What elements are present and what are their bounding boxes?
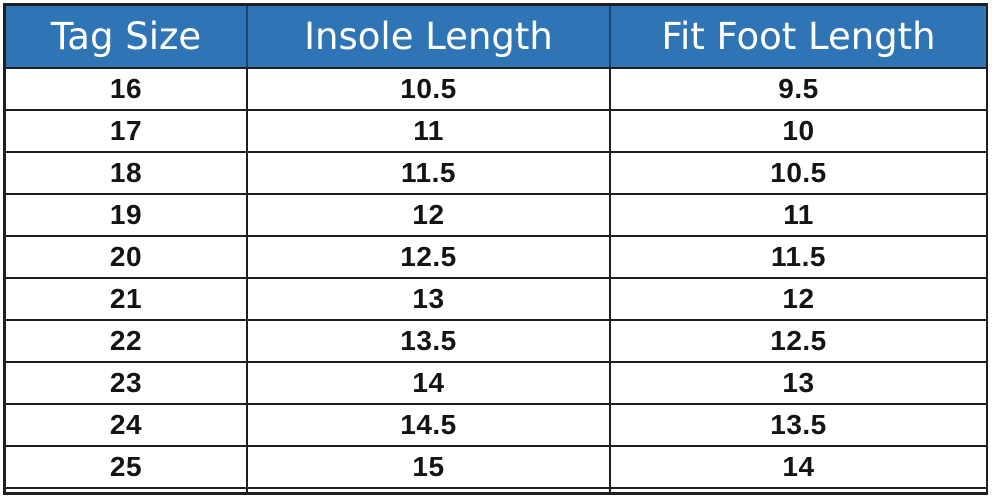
table-row: 20 12.5 11.5 <box>6 237 986 279</box>
table-row: 17 11 10 <box>6 111 986 153</box>
cell-insole-length: 14 <box>248 363 611 403</box>
next-section-cutoff <box>6 489 986 495</box>
table-row: 18 11.5 10.5 <box>6 153 986 195</box>
cell-insole-length: 13 <box>248 279 611 319</box>
cell-tag-size: 17 <box>6 111 248 151</box>
table-row: 23 14 13 <box>6 363 986 405</box>
cell-insole-length: 12 <box>248 195 611 235</box>
cell-tag-size: 23 <box>6 363 248 403</box>
cell-insole-length: 12.5 <box>248 237 611 277</box>
cell-fit-foot-length: 10 <box>782 115 815 146</box>
cell-tag-size: 25 <box>6 447 248 487</box>
cell-insole-length: 15 <box>248 447 611 487</box>
cell-fit-foot-length: 14 <box>782 451 815 482</box>
cell-fit-foot-length: 13 <box>782 367 815 398</box>
column-header-fit-foot-length: Fit Foot Length <box>661 15 936 58</box>
cell-fit-foot-length: 11.5 <box>771 241 826 272</box>
cell-insole-length: 10.5 <box>248 69 611 109</box>
cell-tag-size: 16 <box>6 69 248 109</box>
cell-fit-foot-length: 10.5 <box>770 157 827 188</box>
column-header-insole-length: Insole Length <box>248 6 611 67</box>
cell-tag-size: 22 <box>6 321 248 361</box>
cell-tag-size: 18 <box>6 153 248 193</box>
cell-insole-length: 13.5 <box>248 321 611 361</box>
table-row: 19 12 11 <box>6 195 986 237</box>
cell-insole-length: 11.5 <box>248 153 611 193</box>
table-header-row: Tag Size Insole Length Fit Foot Length <box>6 6 986 69</box>
cell-tag-size: 21 <box>6 279 248 319</box>
cell-tag-size: 20 <box>6 237 248 277</box>
cell-fit-foot-length: 9.5 <box>778 73 819 104</box>
cell-fit-foot-length: 12 <box>782 283 815 314</box>
cell-fit-foot-length: 11 <box>783 199 814 230</box>
cell-tag-size: 19 <box>6 195 248 235</box>
column-header-tag-size: Tag Size <box>6 6 248 67</box>
cell-insole-length: 11 <box>248 111 611 151</box>
table-row: 24 14.5 13.5 <box>6 405 986 447</box>
table-row: 16 10.5 9.5 <box>6 69 986 111</box>
table-row: 25 15 14 <box>6 447 986 489</box>
table-body: 16 10.5 9.5 17 11 10 18 11.5 10.5 19 12 11 20 12.5 11.… <box>6 69 986 489</box>
cell-insole-length: 14.5 <box>248 405 611 445</box>
shoe-size-table: Tag Size Insole Length Fit Foot Length 1… <box>3 3 988 495</box>
cell-tag-size: 24 <box>6 405 248 445</box>
cell-fit-foot-length: 12.5 <box>770 325 827 356</box>
cell-fit-foot-length: 13.5 <box>770 409 827 440</box>
table-row: 21 13 12 <box>6 279 986 321</box>
table-row: 22 13.5 12.5 <box>6 321 986 363</box>
